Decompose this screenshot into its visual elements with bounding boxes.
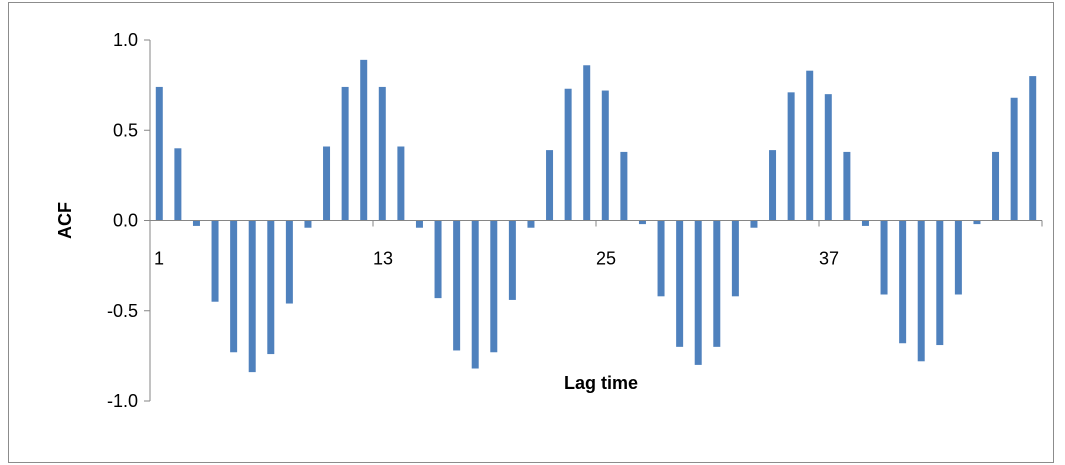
bar-lag-21 (527, 220, 535, 228)
x-tick-label: 1 (154, 249, 164, 269)
bar-lag-32 (731, 220, 739, 297)
bar-lag-16 (434, 220, 442, 299)
bar-lag-22 (546, 150, 554, 221)
bar-lag-3 (192, 220, 200, 226)
bar-lag-19 (490, 220, 498, 353)
bar-lag-26 (620, 151, 628, 221)
bar-lag-18 (471, 220, 479, 369)
bar-lag-47 (1010, 97, 1018, 221)
chart-area: 1.0 0.5 0.0 -0.5 -1.0 1 13 25 37 ACF Lag time (8, 2, 1054, 463)
bar-lag-42 (917, 220, 925, 362)
bar-lag-4 (211, 220, 219, 302)
y-tick-labels: 1.0 0.5 0.0 -0.5 -1.0 (107, 30, 138, 411)
y-tick-label: -1.0 (107, 391, 138, 411)
x-tick-labels: 1 13 25 37 (154, 249, 839, 269)
bar-lag-37 (824, 94, 832, 221)
y-tick-label: 1.0 (113, 30, 138, 50)
bar-lag-30 (694, 220, 702, 365)
x-axis-title: Lag time (564, 373, 638, 393)
axes-group (144, 39, 1043, 402)
bar-lag-40 (880, 220, 888, 295)
x-tick-label: 25 (596, 249, 616, 269)
x-tick-label: 37 (819, 249, 839, 269)
y-tick-label: 0.0 (113, 211, 138, 231)
bar-lag-10 (323, 146, 331, 221)
y-tick-label: 0.5 (113, 120, 138, 140)
bar-lag-35 (787, 92, 795, 221)
x-tick-label: 13 (373, 249, 393, 269)
bar-lag-23 (564, 88, 572, 221)
bar-lag-38 (843, 151, 851, 221)
bar-lag-45 (973, 220, 981, 225)
bar-lag-15 (415, 220, 423, 228)
bar-lag-31 (713, 220, 721, 347)
bar-lag-24 (583, 65, 591, 221)
bar-lag-1 (155, 86, 163, 221)
bar-lag-13 (378, 86, 386, 221)
bar-lag-2 (174, 148, 182, 221)
bar-lag-46 (992, 151, 1000, 221)
y-tick-label: -0.5 (107, 301, 138, 321)
bar-lag-14 (397, 146, 405, 221)
bar-lag-36 (806, 70, 814, 221)
bar-lag-5 (230, 220, 238, 353)
bar-lag-7 (267, 220, 275, 355)
bar-lag-6 (248, 220, 256, 373)
bar-lag-48 (1029, 76, 1037, 221)
bar-lag-8 (285, 220, 293, 304)
bar-lag-20 (508, 220, 516, 300)
bar-lag-44 (954, 220, 962, 295)
bar-lag-25 (601, 90, 609, 221)
bar-lag-12 (360, 59, 368, 221)
bar-lag-33 (750, 220, 758, 228)
bars-group (155, 59, 1037, 373)
bar-lag-28 (657, 220, 665, 297)
bar-lag-39 (861, 220, 869, 226)
bar-lag-29 (676, 220, 684, 347)
bar-lag-43 (936, 220, 944, 346)
acf-bar-chart: 1.0 0.5 0.0 -0.5 -1.0 1 13 25 37 ACF Lag time (55, 30, 1043, 411)
y-axis-title: ACF (55, 202, 75, 239)
bar-lag-41 (899, 220, 907, 344)
bar-lag-34 (769, 150, 777, 221)
bar-lag-17 (453, 220, 461, 351)
bar-lag-27 (638, 220, 646, 225)
bar-lag-11 (341, 86, 349, 221)
bar-lag-9 (304, 220, 312, 228)
